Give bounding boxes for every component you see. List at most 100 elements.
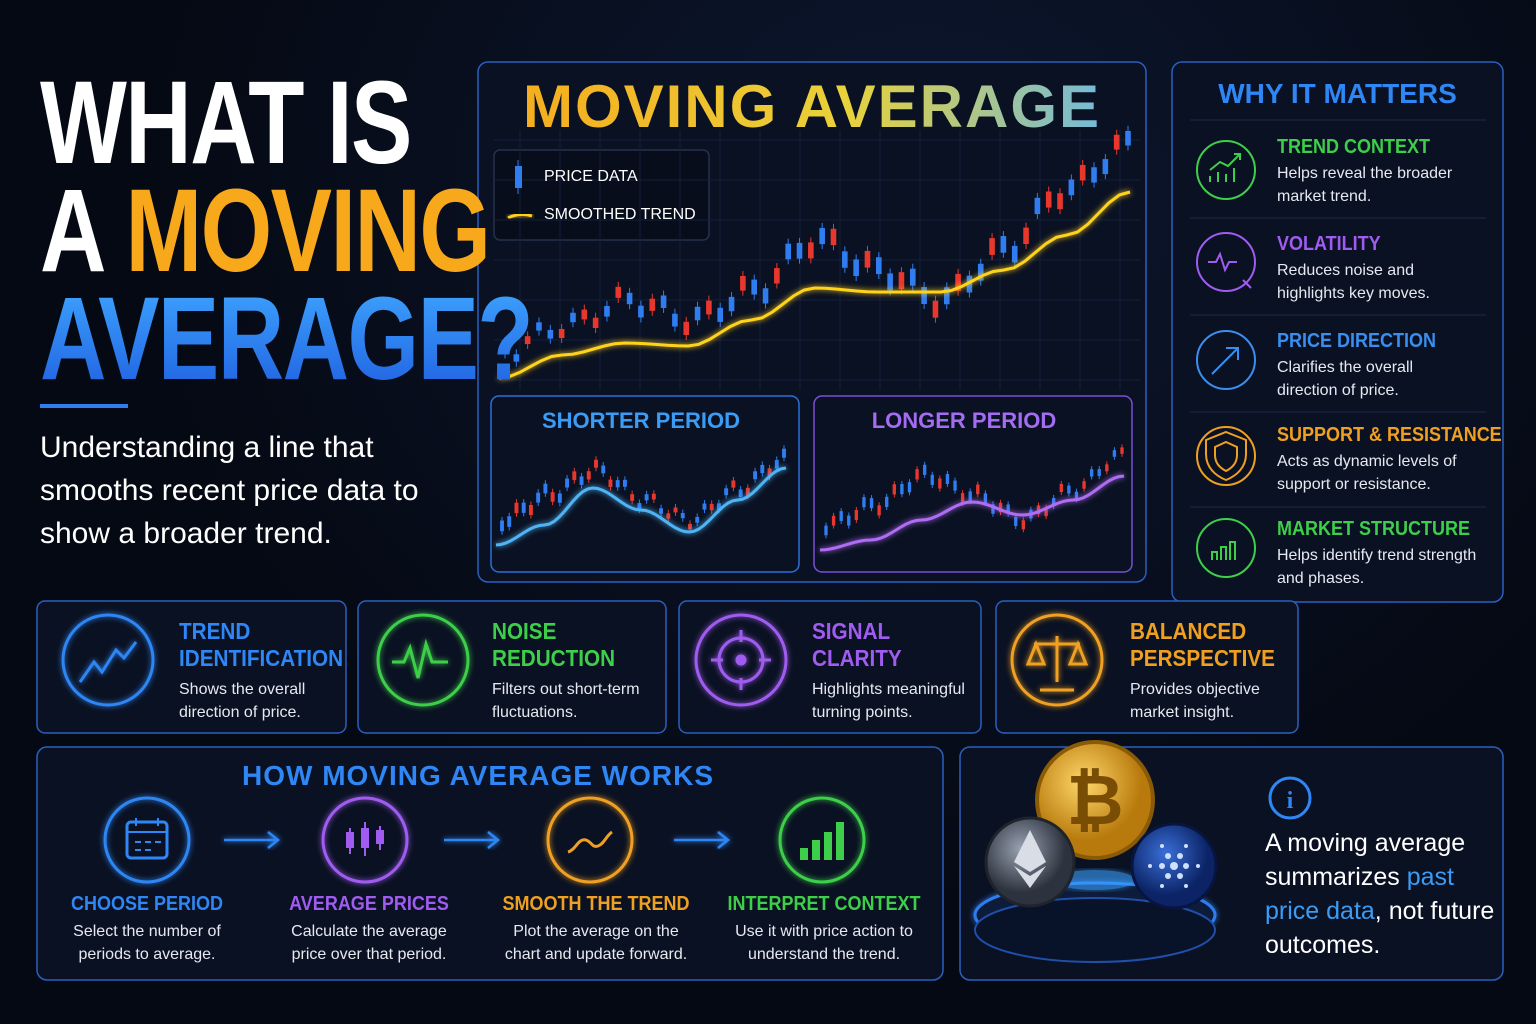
candle-body bbox=[740, 275, 746, 291]
coin-dot bbox=[1165, 853, 1171, 859]
feature-description: Highlights meaningful turning points. bbox=[812, 681, 965, 721]
candle-body bbox=[660, 295, 667, 308]
candle-body bbox=[513, 354, 520, 362]
candle-body bbox=[521, 502, 526, 513]
step-description: Select the number of periods to average. bbox=[73, 923, 221, 963]
item-title: MARKET STRUCTURE bbox=[1277, 518, 1470, 540]
item-title: TREND CONTEXT bbox=[1277, 136, 1430, 158]
candle-body bbox=[892, 484, 896, 495]
candle-body bbox=[608, 479, 613, 488]
candle-body bbox=[1074, 491, 1079, 500]
hero-description: Understanding a line that smooths recent… bbox=[40, 431, 419, 550]
candle-body bbox=[651, 493, 656, 500]
item-description: Reduces noise and highlights key moves. bbox=[1277, 262, 1430, 302]
coin-dot bbox=[1148, 864, 1152, 868]
candle-body bbox=[502, 346, 508, 354]
candle-body bbox=[604, 305, 610, 317]
coin-dot bbox=[1160, 884, 1164, 888]
candle-body bbox=[998, 502, 1003, 513]
candle-body bbox=[702, 503, 707, 510]
legend-label: SMOOTHED TREND bbox=[544, 206, 696, 223]
candle-body bbox=[586, 471, 591, 480]
candle-body bbox=[594, 459, 598, 468]
candle-body bbox=[731, 480, 736, 488]
candle-body bbox=[782, 448, 786, 458]
candle-body bbox=[1089, 469, 1094, 477]
step-description: Use it with price action to understand t… bbox=[735, 923, 913, 963]
candle-body bbox=[898, 272, 905, 290]
note: A moving average summarizes past price d… bbox=[1265, 826, 1495, 962]
candle-body bbox=[728, 296, 735, 312]
candle-body bbox=[762, 288, 769, 304]
candle-body bbox=[1113, 134, 1120, 150]
step-icons bbox=[103, 796, 866, 884]
feature-icons bbox=[61, 613, 1104, 707]
candle-body bbox=[930, 474, 934, 485]
candle-body bbox=[753, 471, 758, 480]
step-title: SMOOTH THE TREND bbox=[502, 893, 690, 915]
candle-body bbox=[706, 300, 712, 315]
sub-chart-title: LONGER PERIOD bbox=[871, 408, 1057, 433]
candle-body bbox=[1021, 520, 1026, 530]
candle-body bbox=[968, 491, 972, 502]
coin-dot bbox=[1159, 863, 1165, 869]
candle-body bbox=[943, 287, 950, 305]
feature-description: Filters out short-term fluctuations. bbox=[492, 681, 640, 721]
feature-title: NOISE REDUCTION bbox=[492, 618, 616, 671]
item-title: SUPPORT & RESISTANCE bbox=[1277, 424, 1502, 446]
candle-body bbox=[862, 497, 866, 508]
candle-body bbox=[774, 459, 779, 469]
candle-body bbox=[808, 242, 814, 259]
candle-body bbox=[1112, 450, 1117, 457]
candle-body bbox=[751, 279, 757, 295]
candle-body bbox=[1091, 167, 1097, 183]
candle-body bbox=[615, 286, 622, 298]
coin-dot bbox=[1196, 864, 1200, 868]
candle-body bbox=[932, 300, 939, 318]
candle-body bbox=[524, 336, 531, 345]
coins-illustration: ₿ i bbox=[973, 740, 1312, 963]
candle-body bbox=[626, 292, 633, 305]
candle-body bbox=[1014, 516, 1018, 527]
candle-body bbox=[830, 228, 837, 246]
candle-body bbox=[1044, 507, 1048, 517]
panels bbox=[36, 61, 1504, 981]
candle-body bbox=[694, 306, 701, 321]
candle-body bbox=[1045, 191, 1052, 208]
candle-body bbox=[649, 298, 656, 311]
candle-body bbox=[672, 313, 678, 327]
candle-body bbox=[907, 482, 912, 493]
candle-body bbox=[945, 473, 950, 485]
candle-body bbox=[760, 464, 765, 474]
svg-text:₿: ₿ bbox=[1066, 761, 1123, 839]
candle-body bbox=[716, 503, 721, 510]
candle-body bbox=[1000, 236, 1007, 253]
candle-body bbox=[831, 515, 836, 526]
step-title: AVERAGE PRICES bbox=[289, 893, 449, 915]
hero-line: WHAT IS bbox=[40, 57, 412, 189]
candle-body bbox=[1120, 447, 1124, 454]
feature-description: Provides objective market insight. bbox=[1130, 681, 1260, 721]
candle-body bbox=[688, 523, 692, 530]
candle-body bbox=[1057, 193, 1063, 210]
candle-body bbox=[1034, 197, 1041, 215]
candle-body bbox=[1011, 245, 1018, 263]
coin-dot bbox=[1165, 873, 1171, 879]
candle-body bbox=[921, 287, 927, 305]
candle-body bbox=[824, 525, 828, 536]
feature-title: SIGNAL CLARITY bbox=[812, 618, 902, 671]
candle-body bbox=[983, 493, 988, 503]
candle-body bbox=[528, 505, 533, 516]
candle-body bbox=[1006, 504, 1010, 514]
item-description: Clarifies the overall direction of price… bbox=[1277, 359, 1414, 399]
candle-body bbox=[1079, 164, 1086, 181]
why-dividers bbox=[1190, 119, 1486, 508]
note-text: A moving average summarizes bbox=[1265, 829, 1466, 891]
step-title: CHOOSE PERIOD bbox=[70, 893, 224, 915]
candle-body bbox=[796, 242, 803, 259]
hero-line: A MOVING bbox=[40, 172, 491, 290]
item-title: VOLATILITY bbox=[1277, 233, 1381, 255]
item-description: Helps reveal the broader market trend. bbox=[1277, 165, 1453, 205]
